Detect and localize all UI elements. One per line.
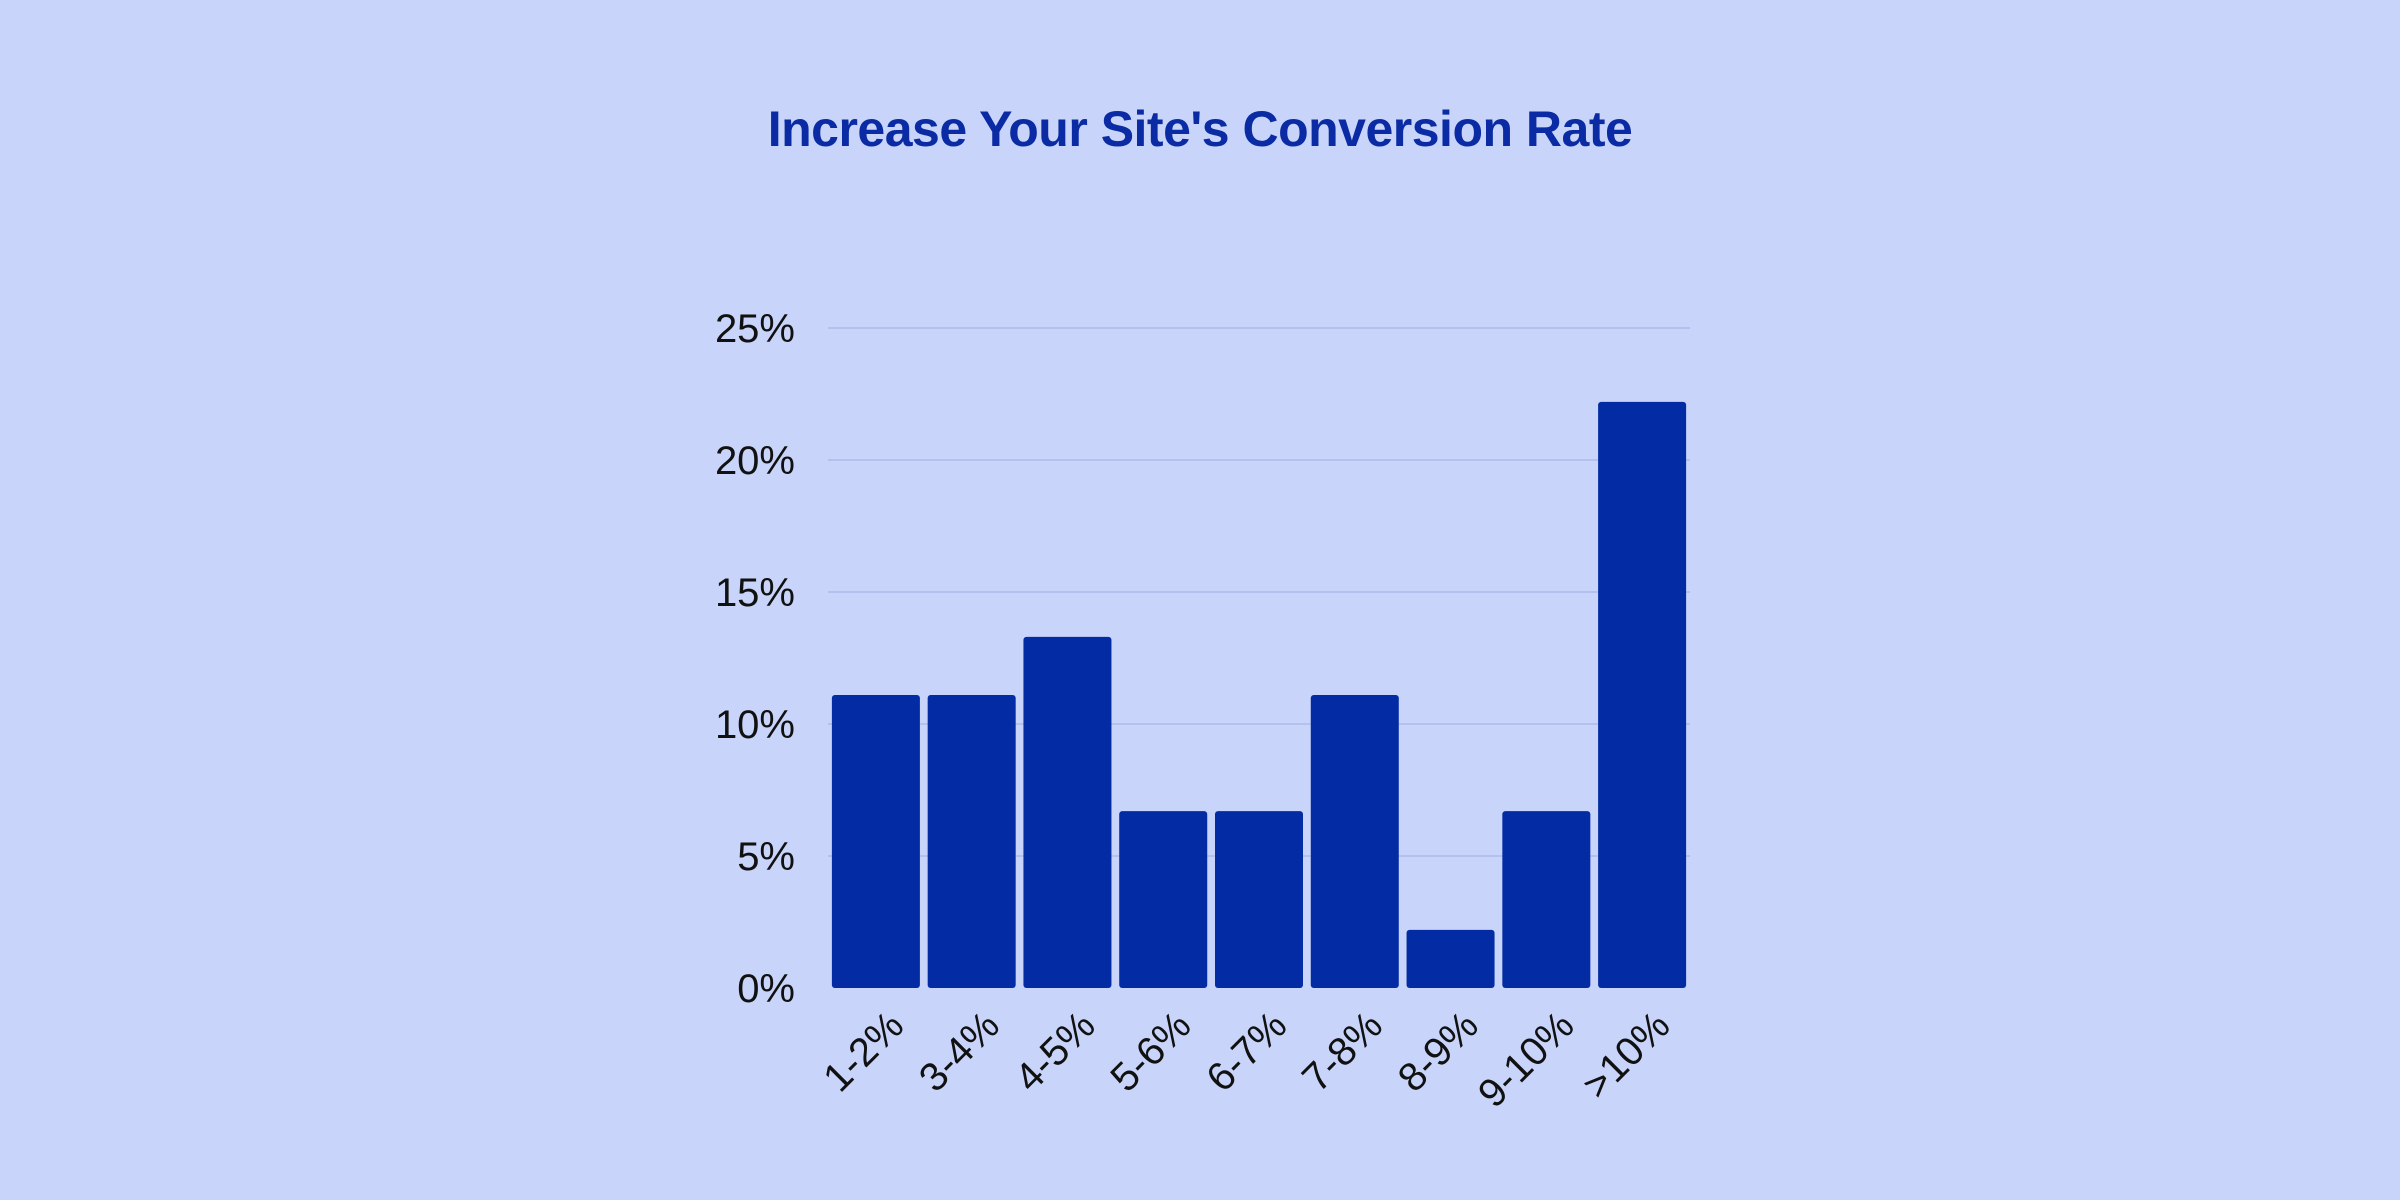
bar — [1598, 401, 1687, 988]
y-tick-label: 20% — [715, 439, 795, 483]
bar — [1406, 929, 1495, 988]
bar — [927, 694, 1016, 988]
x-tick-label: >10% — [1574, 1003, 1678, 1107]
x-tick-label: 4-5% — [1007, 1003, 1104, 1100]
bar — [1215, 811, 1303, 988]
y-axis-ticks: 0% 5% 10% 15% 20% 25% — [715, 307, 795, 1011]
bar — [1119, 811, 1208, 988]
y-tick-label: 15% — [715, 571, 795, 615]
x-tick-label: 6-7% — [1198, 1003, 1295, 1100]
chart-title: Increase Your Site's Conversion Rate — [767, 101, 1633, 157]
x-tick-label: 3-4% — [911, 1003, 1008, 1100]
bar — [1310, 694, 1399, 988]
x-tick-label: 1-2% — [815, 1003, 912, 1100]
y-tick-label: 25% — [715, 307, 795, 351]
y-tick-label: 10% — [715, 703, 795, 747]
y-tick-label: 0% — [737, 967, 795, 1011]
bar — [1023, 636, 1112, 988]
x-axis-ticks: 1-2%3-4%4-5%5-6%6-7%7-8%8-9%9-10%>10% — [815, 1003, 1678, 1116]
x-tick-label: 9-10% — [1470, 1003, 1583, 1116]
bars — [831, 401, 1687, 988]
bar — [1502, 811, 1591, 988]
y-tick-label: 5% — [737, 835, 795, 879]
bar — [831, 694, 920, 988]
x-tick-label: 5-6% — [1102, 1003, 1199, 1100]
x-tick-label: 7-8% — [1294, 1003, 1391, 1100]
